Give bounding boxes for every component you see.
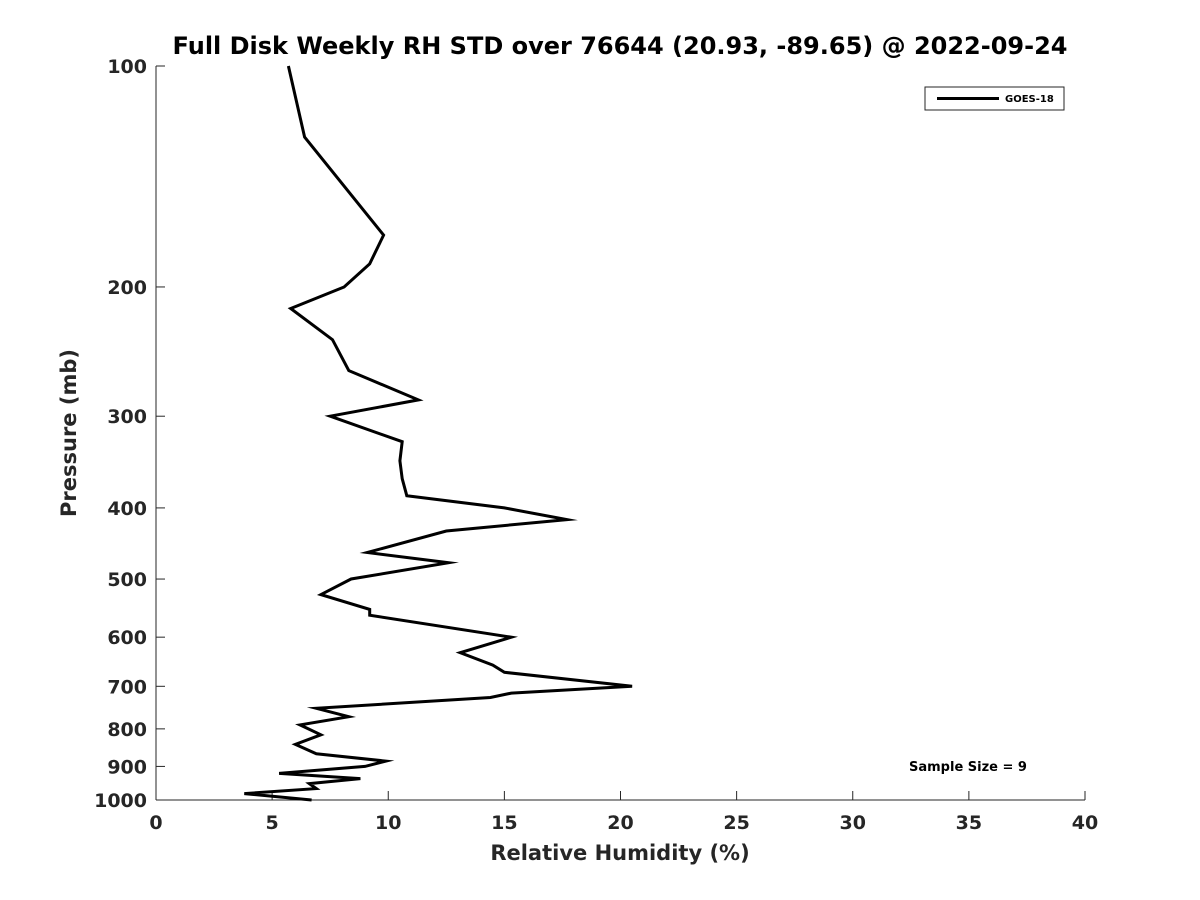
x-tick-label: 5	[266, 812, 279, 834]
y-tick-label: 400	[107, 498, 147, 520]
y-tick-label: 600	[107, 627, 147, 649]
legend-label-goes-18: GOES-18	[1005, 94, 1054, 105]
x-tick-label: 35	[956, 812, 982, 834]
y-axis-label: Pressure (mb)	[57, 349, 81, 517]
y-tick-label: 500	[107, 569, 147, 591]
x-tick-label: 40	[1072, 812, 1098, 834]
series-line-goes-18	[244, 65, 633, 802]
x-tick-label: 0	[149, 812, 162, 834]
chart-title: Full Disk Weekly RH STD over 76644 (20.9…	[173, 32, 1068, 60]
y-tick-label: 300	[107, 406, 147, 428]
x-tick-label: 10	[375, 812, 401, 834]
legend: GOES-18	[924, 86, 1065, 111]
y-tick-label: 900	[107, 756, 147, 778]
y-ticks: 100 200 300 400 500 600 700 800 900 1000	[94, 56, 165, 812]
y-tick-label: 800	[107, 719, 147, 741]
y-tick-label: 100	[107, 56, 147, 78]
x-axis-label: Relative Humidity (%)	[490, 841, 749, 865]
x-tick-label: 15	[491, 812, 517, 834]
y-tick-label: 1000	[94, 790, 147, 812]
x-tick-label: 20	[607, 812, 633, 834]
x-tick-label: 30	[840, 812, 866, 834]
y-tick-label: 700	[107, 676, 147, 698]
y-tick-label: 200	[107, 277, 147, 299]
x-tick-label: 25	[723, 812, 749, 834]
sample-size-annotation: Sample Size = 9	[909, 760, 1027, 775]
x-ticks: 0 5 10 15 20 25 30 35 40	[149, 791, 1098, 834]
series-layer	[244, 65, 633, 802]
